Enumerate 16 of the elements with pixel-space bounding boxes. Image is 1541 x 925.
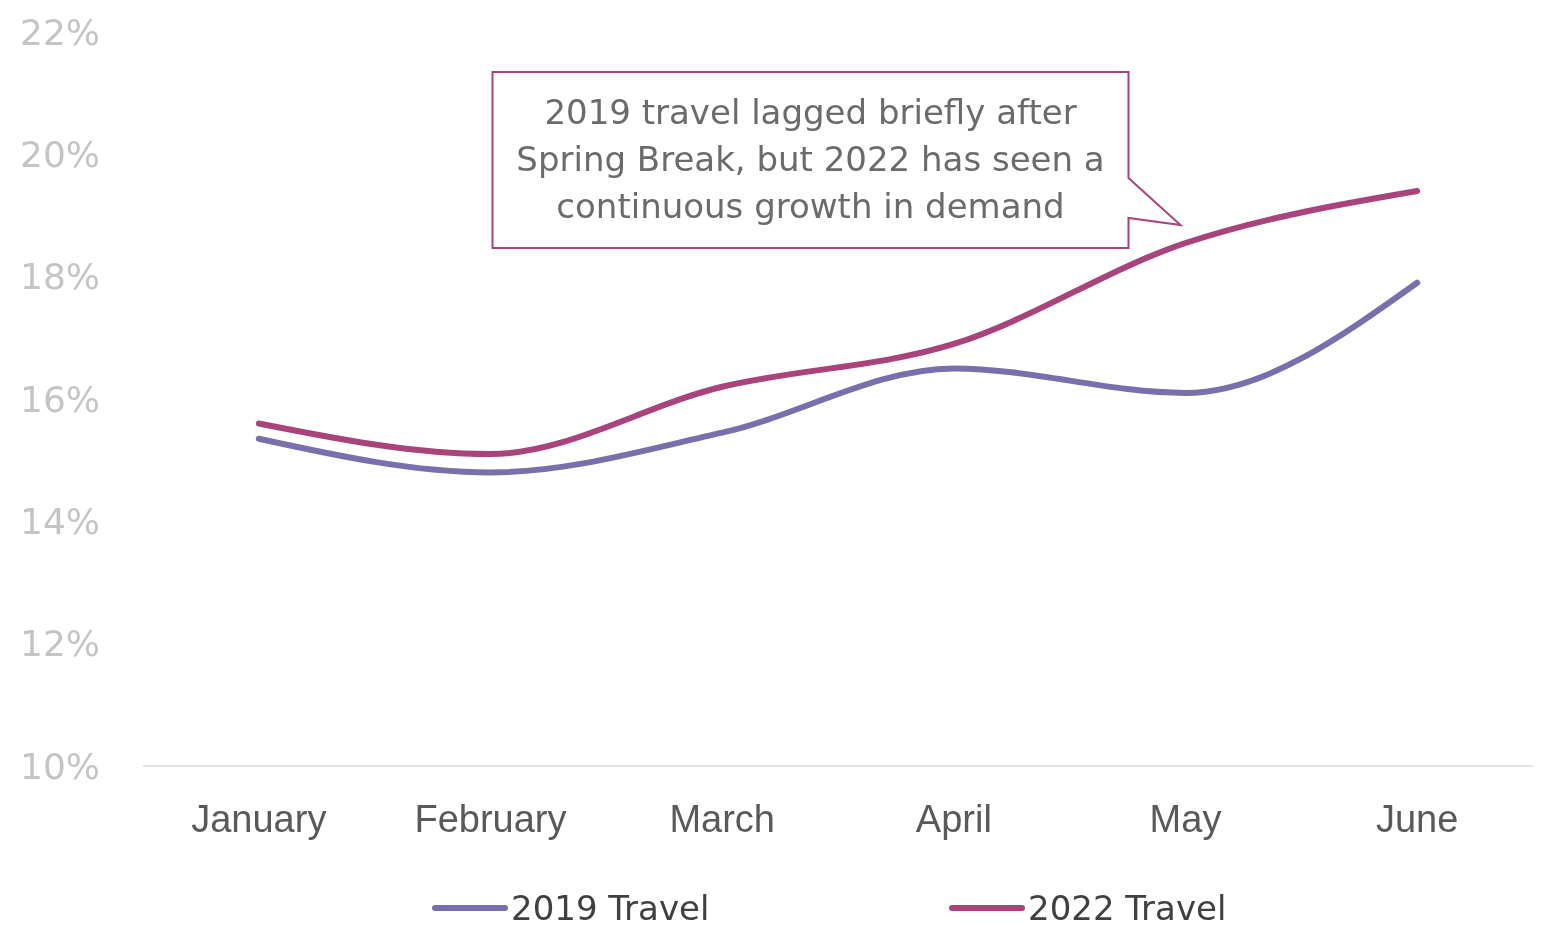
legend-label: 2022 Travel (1028, 887, 1227, 925)
x-tick-label: February (414, 798, 567, 840)
x-tick-label: January (191, 798, 327, 840)
y-tick-label: 18% (19, 256, 100, 298)
x-tick-label: April (915, 798, 992, 840)
x-tick-label: June (1375, 798, 1459, 840)
y-tick-label: 10% (19, 745, 100, 787)
y-tick-label: 12% (19, 623, 100, 665)
legend-label: 2019 Travel (511, 887, 710, 925)
annotation: 2019 travel lagged briefly after Spring Break, but 2022 has seen a continuous growth in demand (516, 92, 1105, 226)
y-tick-label: 20% (19, 133, 100, 175)
x-tick-label: March (669, 798, 775, 840)
y-tick-label: 22% (19, 11, 100, 53)
y-tick-label: 16% (19, 378, 100, 420)
y-tick-label: 14% (19, 500, 100, 542)
x-tick-label: May (1149, 798, 1222, 840)
